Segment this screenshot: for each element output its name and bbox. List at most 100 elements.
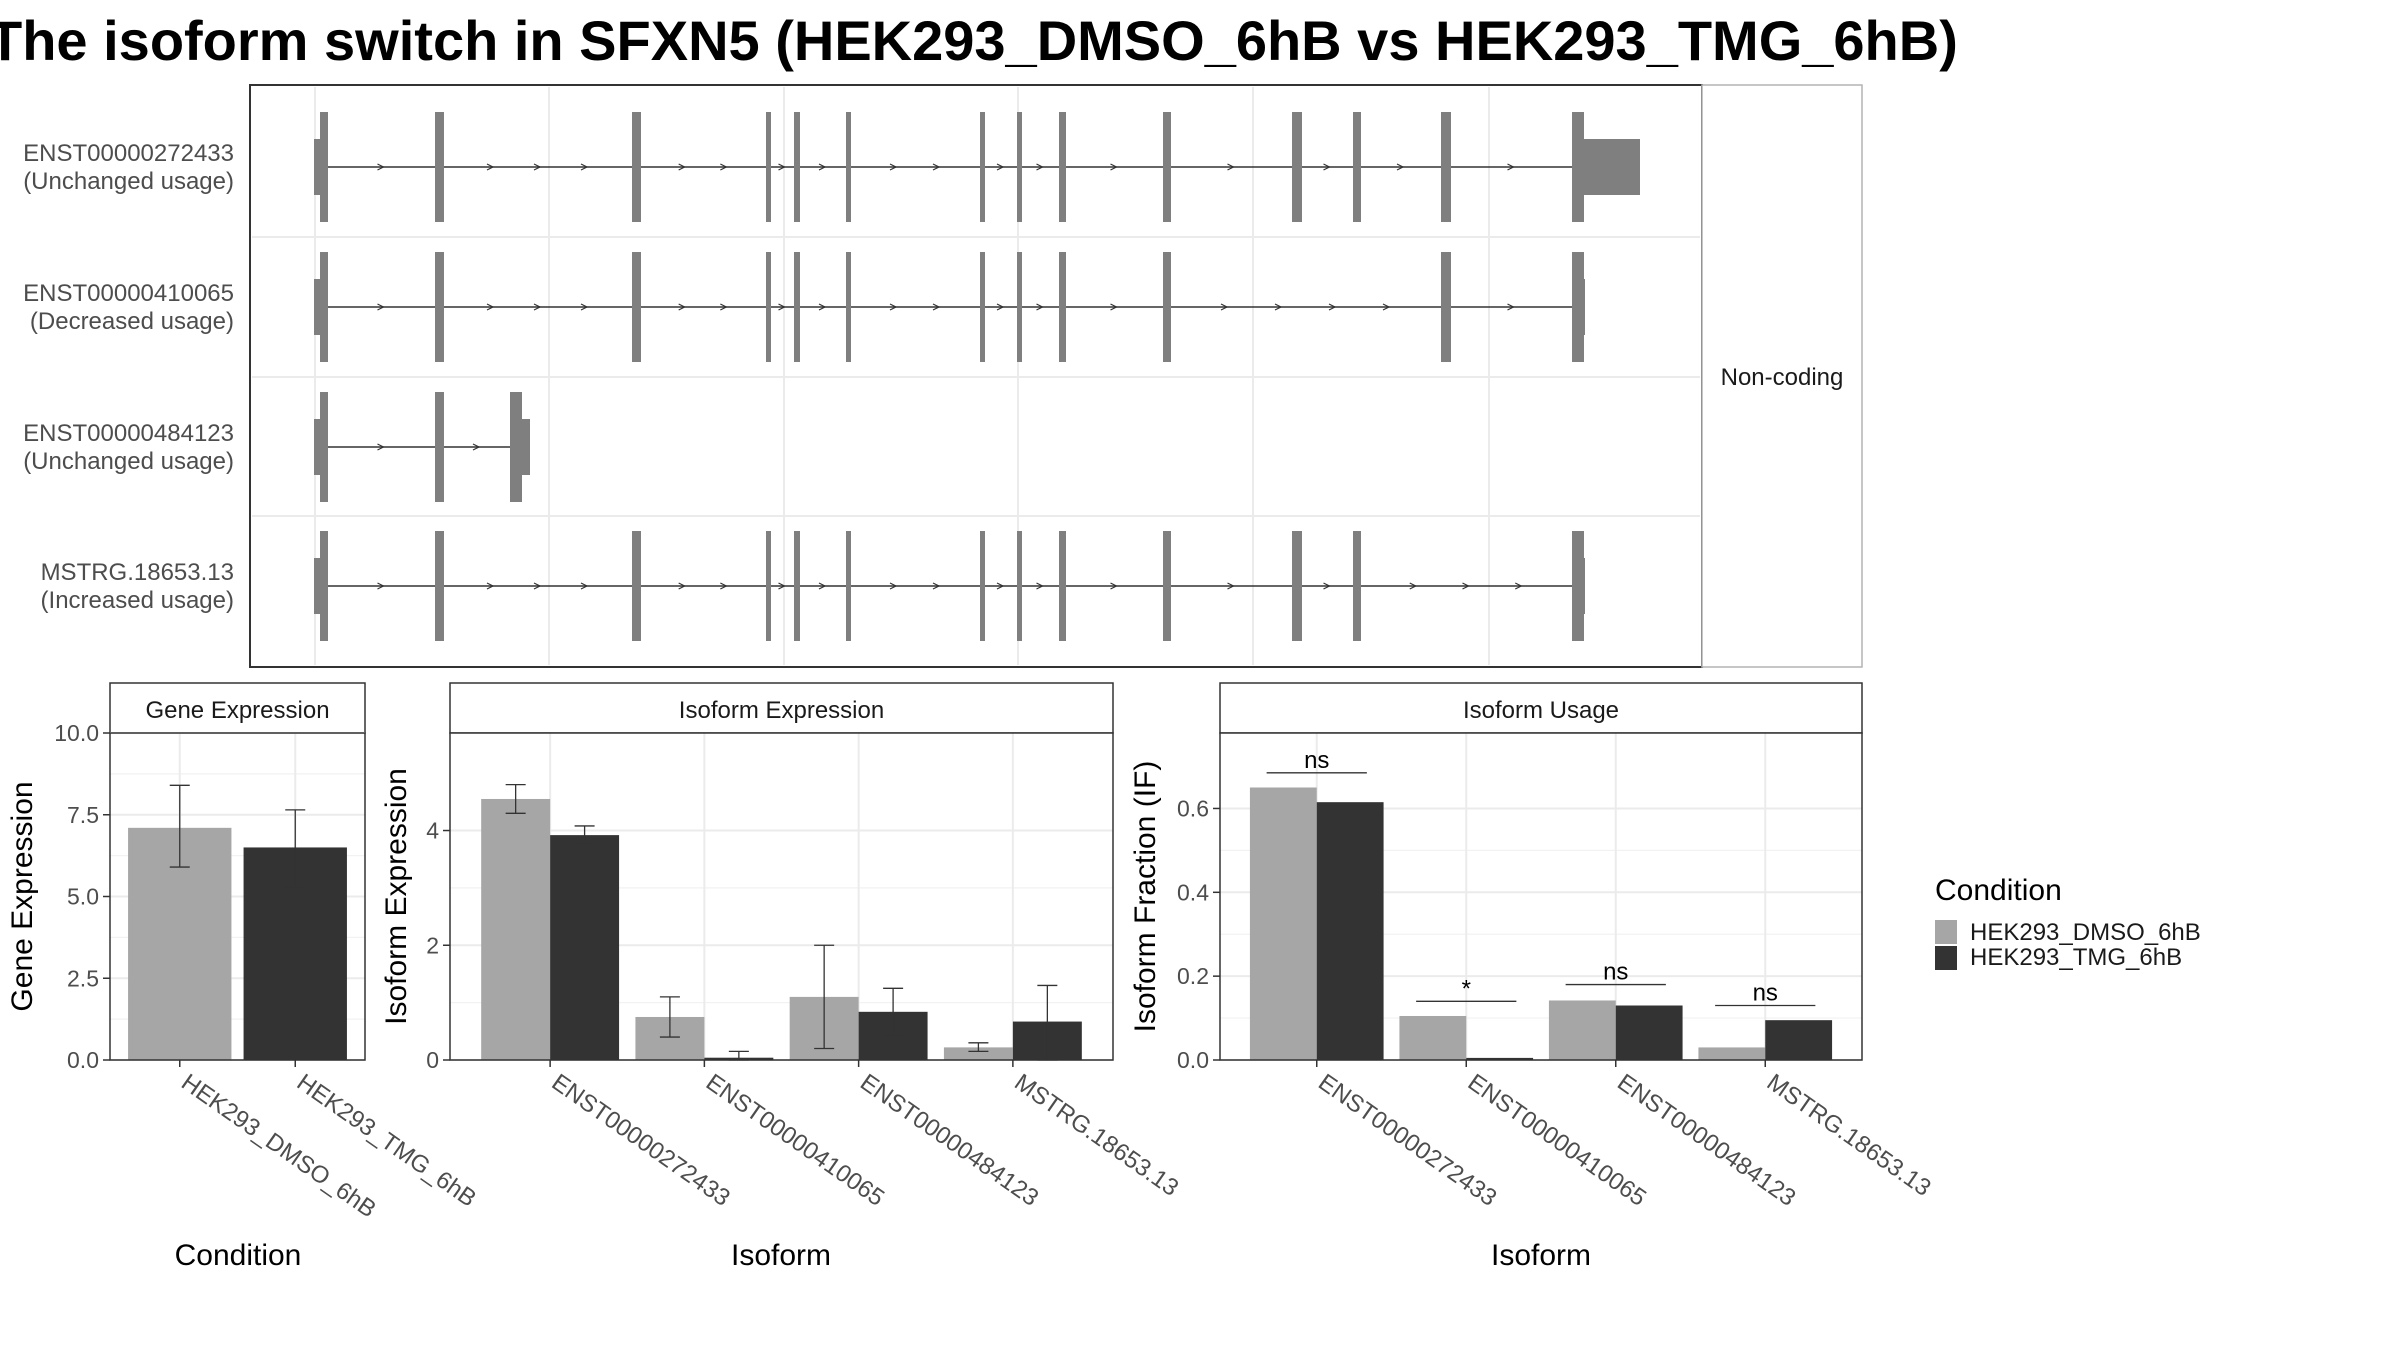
exon-block [1572,531,1584,641]
utr-block [314,419,322,475]
plot-frame [1219,732,1863,1061]
bar [1698,1047,1766,1060]
intron-direction-arrow [932,582,941,590]
exon-block [1059,252,1066,362]
exon-block [632,252,641,362]
intron-direction-arrow [1227,163,1235,171]
y-tick-label: 0.0 [67,1047,99,1073]
panel-strip [449,682,1114,734]
y-axis-title: Isoform Expression [380,768,413,1025]
bar [1615,1005,1683,1060]
intron-direction-arrow [818,303,827,311]
exon-block [1059,112,1066,222]
panel-strip [1219,682,1863,734]
legend-title: Condition [1935,874,2062,907]
intron-direction-arrow [1110,303,1118,311]
intron-direction-arrow [1220,303,1229,311]
bar [943,1047,1013,1060]
bar [1466,1057,1534,1060]
intron-direction-arrow [1328,303,1337,311]
intron-direction-arrow [889,582,898,590]
intron-direction-arrow [678,303,687,311]
y-tick-label: 10.0 [54,720,99,746]
intron-direction-arrow [996,163,1005,171]
exon-block [1353,531,1361,641]
facet-label: Non-coding [1721,364,1844,391]
utr-block [1582,558,1585,614]
exon-block [1017,112,1022,222]
y-tick-label: 0.2 [1177,963,1209,989]
intron-direction-arrow [1323,582,1331,590]
bar [1249,787,1317,1060]
page-title: The isoform switch in SFXN5 (HEK293_DMSO… [0,9,1958,72]
intron-direction-arrow [889,163,898,171]
transcript-label-id: ENST00000272433 [23,140,234,167]
intron-direction-arrow [533,163,542,171]
intron-direction-arrow [1036,303,1044,311]
intron-direction-arrow [533,582,542,590]
intron-direction-arrow [533,303,542,311]
exon-block [846,531,851,641]
legend-label-dmso: HEK293_DMSO_6hB [1970,919,2201,946]
utr-block [314,558,322,614]
exon-block [766,531,771,641]
y-axis-title: Gene Expression [6,781,39,1011]
bar [550,835,620,1060]
intron-direction-arrow [1110,582,1118,590]
y-tick-label: 0.4 [1177,879,1209,905]
bar [1316,802,1384,1060]
exon-block [320,392,328,502]
intron-direction-arrow [1036,163,1044,171]
exon-block [1059,531,1066,641]
exon-block [1163,531,1171,641]
intron-direction-arrow [377,582,385,590]
transcript-label-usage: (Decreased usage) [30,308,234,335]
significance-label: ns [1753,980,1778,1007]
transcript-label-usage: (Unchanged usage) [23,448,234,475]
exon-block [632,112,641,222]
intron-direction-arrow [580,582,589,590]
bar [1765,1020,1833,1060]
exon-block [510,392,522,502]
exon-block [1163,252,1171,362]
intron-direction-arrow [486,163,495,171]
intron-direction-arrow [486,582,495,590]
x-tick-label: MSTRG.18653.13 [1009,1069,1183,1202]
intron-direction-arrow [377,163,385,171]
exon-block [1572,252,1584,362]
intron-direction-arrow [1507,163,1515,171]
intron-direction-arrow [778,303,786,311]
panel-title: Isoform Usage [1463,697,1619,724]
transcript-label-usage: (Increased usage) [41,587,234,614]
x-axis-title: Isoform [1491,1239,1591,1272]
exon-block [846,112,851,222]
intron-direction-arrow [720,582,728,590]
intron-direction-arrow [678,163,687,171]
utr-block [520,419,530,475]
exon-block [1017,252,1022,362]
exon-block [980,531,985,641]
exon-block [1441,252,1451,362]
y-tick-label: 5.0 [67,884,99,910]
intron-direction-arrow [377,303,385,311]
legend-label-tmg: HEK293_TMG_6hB [1970,944,2182,971]
exon-block [632,531,641,641]
utr-block [314,139,322,195]
panel-title: Isoform Expression [679,697,884,724]
y-tick-label: 0.0 [1177,1047,1209,1073]
intron-direction-arrow [1507,303,1515,311]
bar [481,798,551,1060]
x-axis-title: Condition [175,1239,302,1272]
exon-block [846,252,851,362]
panel-title: Gene Expression [145,697,329,724]
intron-direction-arrow [1514,582,1523,590]
significance-label: ns [1304,747,1329,774]
intron-direction-arrow [472,443,481,451]
intron-direction-arrow [889,303,898,311]
intron-direction-arrow [996,303,1005,311]
intron-direction-arrow [778,582,786,590]
exon-block [766,252,771,362]
transcript-label-id: MSTRG.18653.13 [41,559,234,586]
intron-direction-arrow [932,163,941,171]
exon-block [320,112,328,222]
